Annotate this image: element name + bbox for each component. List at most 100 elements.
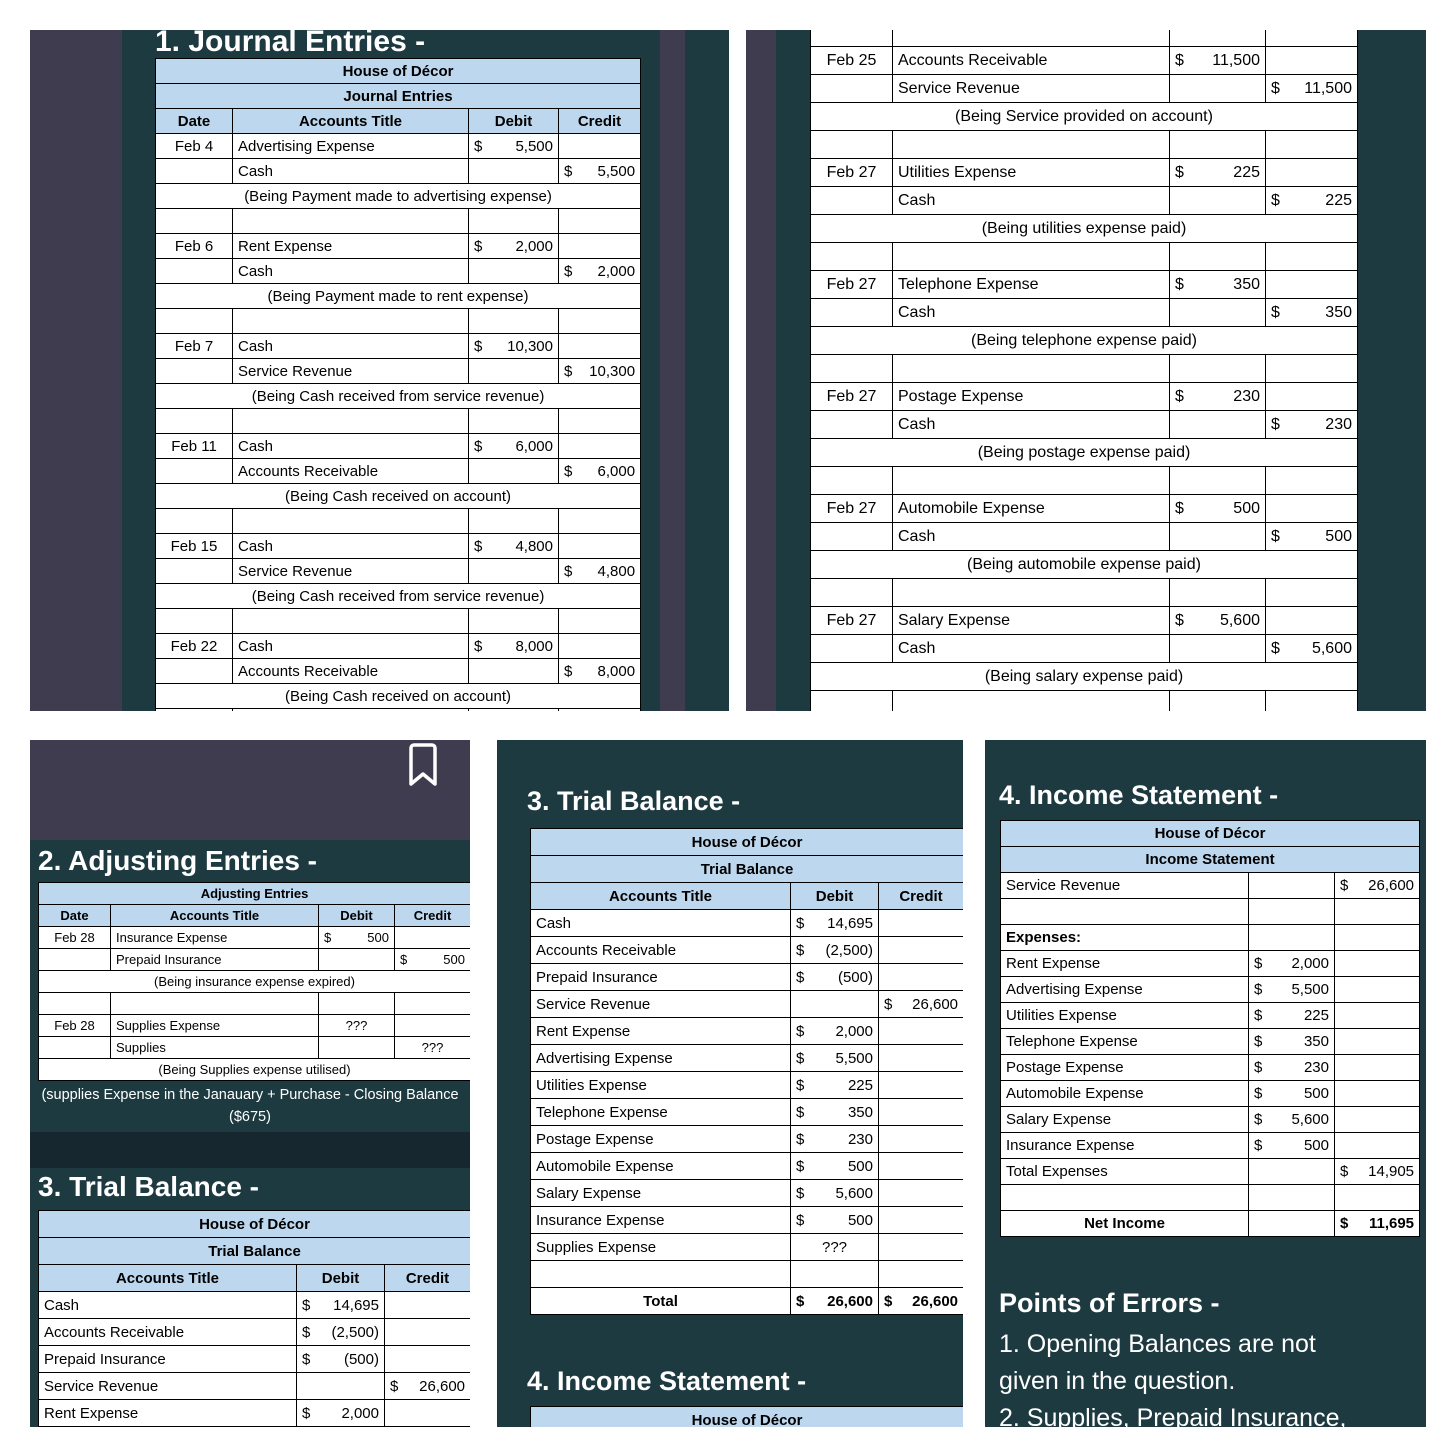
cell-account: Cash <box>232 258 469 284</box>
currency-symbol: $ <box>400 952 408 967</box>
cell-account: Expenses: <box>1000 924 1249 951</box>
supplies-footnote-line2: ($675) <box>229 1109 271 1125</box>
statement-title: Income Statement <box>999 846 1421 873</box>
cell-account: Telephone Expense <box>892 270 1170 299</box>
screenshot-margin <box>30 30 122 711</box>
table-row: Accounts Receivable $6,000 <box>155 458 642 484</box>
table-row: Feb 27 Salary Expense $5,600 <box>810 606 1358 635</box>
table-row: Automobile Expense $500 <box>1000 1080 1421 1107</box>
cell-account: Service Revenue <box>38 1372 297 1400</box>
cell-amount-2 <box>1333 976 1421 1003</box>
currency-symbol: $ <box>1271 639 1280 657</box>
cell-blank <box>892 30 1170 47</box>
amount-value: 5,600 <box>1219 611 1260 629</box>
cell-account: Rent Expense <box>530 1017 791 1045</box>
cell-narration: (Being Cash received from service revenu… <box>154 383 642 409</box>
cell-blank <box>155 458 233 484</box>
col-header-accounts-title: Accounts Title <box>530 882 791 910</box>
cell-blank <box>155 258 233 284</box>
amount-value: (500) <box>837 968 873 986</box>
currency-symbol: $ <box>564 362 573 380</box>
currency-symbol: $ <box>1254 1111 1263 1128</box>
table-row: Cash $225 <box>810 186 1358 215</box>
table-row <box>810 690 1358 711</box>
cell-date: Feb 6 <box>155 233 233 259</box>
cell-blank <box>557 608 642 634</box>
journal-entries-table-2: Feb 25 Accounts Receivable $11,500 Service … <box>810 30 1358 711</box>
amount-value: 230 <box>847 1130 873 1148</box>
cell-blank <box>557 508 642 534</box>
cell-account: Service Revenue <box>232 558 469 584</box>
journal-entries-heading: 1. Journal Entries - <box>155 30 426 58</box>
cell-debit-amount <box>296 1372 385 1400</box>
cell-narration: (Being utilities expense paid) <box>810 214 1358 243</box>
cell-blank <box>557 633 642 659</box>
table-row: Income Statement <box>999 846 1421 873</box>
cell-credit-amount <box>383 1345 470 1373</box>
cell-blank <box>1265 382 1358 411</box>
cell-account: Cash <box>892 634 1170 663</box>
amount-value: 350 <box>1233 275 1260 293</box>
cell-debit-amount: $350 <box>1169 270 1266 299</box>
screenshot-top-bar <box>30 740 470 840</box>
cell-blank <box>1265 30 1358 47</box>
cell-amount-2: $14,905 <box>1333 1158 1421 1185</box>
points-of-errors-text: 1. Opening Balances are not given in the… <box>999 1326 1346 1427</box>
bookmark-icon[interactable] <box>408 742 438 788</box>
cell-blank <box>318 992 395 1015</box>
amount-value: 500 <box>1303 1137 1329 1154</box>
cell-debit-amount: $500 <box>1169 494 1266 523</box>
table-row: (Being insurance expense expired) <box>38 970 470 993</box>
currency-symbol: $ <box>474 437 483 455</box>
cell-amount-1: $230 <box>1248 1054 1335 1081</box>
amount-value: 26,600 <box>827 1292 873 1310</box>
currency-symbol: $ <box>474 337 483 355</box>
cell-blank <box>1265 606 1358 635</box>
table-row: Salary Expense $5,600 <box>1000 1106 1421 1133</box>
amount-value: 350 <box>1303 1033 1329 1050</box>
cell-account: Prepaid Insurance <box>38 1345 297 1373</box>
currency-symbol: $ <box>796 1292 805 1310</box>
cell-narration: (Being Cash received on account) <box>154 683 642 709</box>
income-statement-table: House of Décor Income Statement Service … <box>999 820 1421 1237</box>
col-header-debit: Debit <box>318 904 395 927</box>
col-header-accounts-title: Accounts Title <box>38 1264 297 1292</box>
cell-account: Net Income <box>1000 1210 1249 1237</box>
cell-credit-amount <box>877 963 963 991</box>
screenshot-panel-trial-balance: 3. Trial Balance - House of Décor Trial … <box>497 740 963 1427</box>
cell-account: Total Expenses <box>1000 1158 1249 1185</box>
amount-value: (2,500) <box>825 941 873 959</box>
table-row: Service Revenue $26,600 <box>530 990 963 1018</box>
currency-symbol: $ <box>1254 1007 1263 1024</box>
cell-account: Advertising Expense <box>38 1426 297 1427</box>
table-row: Postage Expense $230 <box>530 1125 963 1153</box>
cell-amount-2 <box>1333 924 1421 951</box>
table-row: Cash $500 <box>810 522 1358 551</box>
currency-symbol: $ <box>796 1076 805 1094</box>
table-row: Automobile Expense $500 <box>530 1152 963 1180</box>
table-row: Telephone Expense $350 <box>1000 1028 1421 1055</box>
currency-symbol: $ <box>796 1211 805 1229</box>
cell-narration: (Being insurance expense expired) <box>38 970 470 993</box>
cell-blank <box>468 358 559 384</box>
amount-value: 4,800 <box>515 537 553 555</box>
cell-debit-amount: $4,800 <box>468 533 559 559</box>
cell-date: Feb 27 <box>810 382 893 411</box>
cell-date: Feb 11 <box>155 433 233 459</box>
cell-blank <box>892 578 1170 607</box>
cell-blank <box>810 242 893 271</box>
cell-amount-2 <box>1333 1080 1421 1107</box>
cell-blank <box>318 948 395 971</box>
table-row: Supplies Expense??? <box>530 1233 963 1261</box>
error-line: 1. Opening Balances are not <box>999 1330 1316 1358</box>
cell-date: Feb 25 <box>810 46 893 75</box>
cell-account: Telephone Expense <box>1000 1028 1249 1055</box>
cell-account: Accounts Receivable <box>38 1318 297 1346</box>
currency-symbol: $ <box>1271 415 1280 433</box>
currency-symbol: $ <box>564 662 573 680</box>
cell-debit-amount: $6,000 <box>468 433 559 459</box>
cell-blank <box>1265 46 1358 75</box>
cell-amount-1 <box>1248 1158 1335 1185</box>
table-row: Supplies??? <box>38 1036 470 1059</box>
currency-symbol: $ <box>1254 955 1263 972</box>
